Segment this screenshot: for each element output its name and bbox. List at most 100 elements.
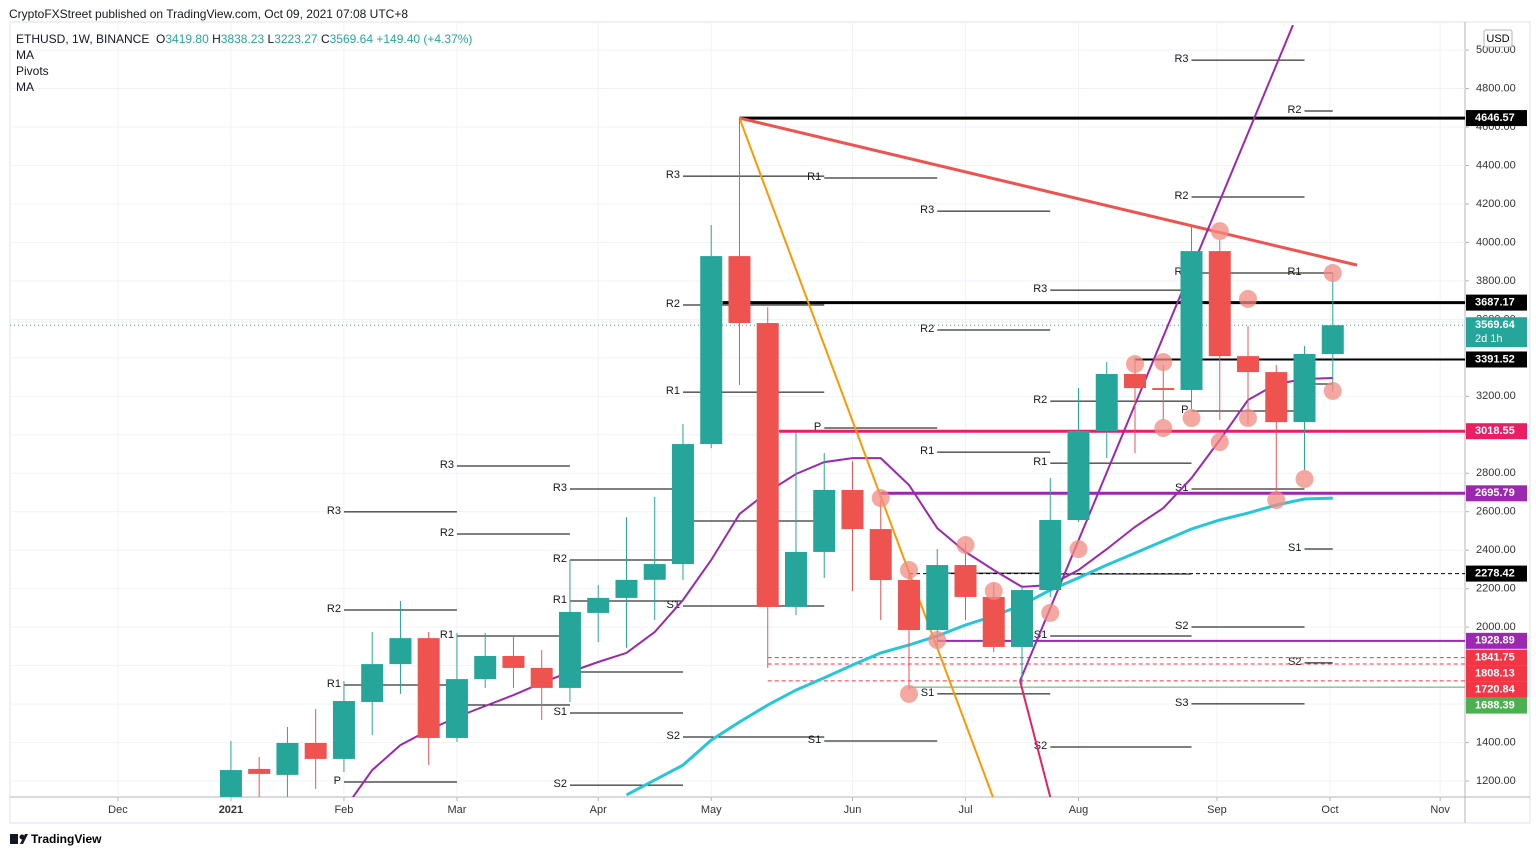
candle-body <box>1293 354 1316 423</box>
candle-body <box>276 742 299 775</box>
touch-marker <box>1295 470 1314 489</box>
pivot-label: R1 <box>553 594 567 606</box>
price-tag-label: 1841.75 <box>1475 651 1515 663</box>
y-tick-label: 4800.00 <box>1476 82 1516 94</box>
touch-marker <box>1239 289 1258 308</box>
candle-body <box>700 256 723 445</box>
touch-marker <box>928 631 947 650</box>
ohlc-key: O <box>156 32 166 46</box>
candle-body <box>389 638 412 665</box>
plot: PR1R2R3PR1R2R3S2S1PR1R2R3S2S1PR1R2R3S1PR… <box>10 24 1465 797</box>
touch-marker <box>1323 264 1342 283</box>
pivot-label: R2 <box>1033 394 1047 406</box>
pivot-label: P <box>814 421 821 433</box>
x-tick-label: Oct <box>1321 804 1338 816</box>
price-tag <box>1466 681 1527 698</box>
price-tag-label: 3687.17 <box>1475 297 1515 309</box>
pivot-label: R3 <box>327 505 341 517</box>
currency: USD <box>1486 33 1509 45</box>
candle-body <box>474 656 497 680</box>
pivot-label: R1 <box>666 385 680 397</box>
currency-box <box>1483 29 1513 48</box>
y-tick-label: 3800.00 <box>1476 275 1516 287</box>
pivot-label: R2 <box>666 298 680 310</box>
price-tag-label: 1928.89 <box>1475 635 1515 647</box>
y-tick-label: 1400.00 <box>1476 736 1516 748</box>
x-tick-label: Apr <box>590 804 607 816</box>
ohlc-value: 3569.64 <box>329 32 373 46</box>
price-tag-label: 2695.79 <box>1475 487 1515 499</box>
price-tag <box>1466 317 1527 348</box>
x-tick-label: Feb <box>334 804 353 816</box>
legend-entry: MA <box>16 80 34 94</box>
pivot-label: R2 <box>1174 190 1188 202</box>
axes: 1200.001400.001600.001800.002000.002200.… <box>108 44 1527 816</box>
pivot-label: R2 <box>440 527 454 539</box>
legend-entry: Pivots <box>16 64 49 78</box>
candle-body <box>304 742 327 759</box>
x-tick-label: Aug <box>1069 804 1089 816</box>
price-tag <box>1466 294 1527 311</box>
pivot-label: R1 <box>327 678 341 690</box>
price-tag <box>1466 485 1527 502</box>
candle-body <box>841 490 864 530</box>
price-tag <box>1466 697 1527 714</box>
candle-body <box>1321 325 1344 355</box>
x-tick-label: May <box>701 804 722 816</box>
price-tag-label: 3569.64 <box>1475 319 1516 331</box>
touch-marker <box>1267 491 1286 510</box>
ohlc-key: H <box>212 32 221 46</box>
ohlc-value: 3223.27 <box>274 32 318 46</box>
pivot-label: R2 <box>1287 104 1301 116</box>
pivot-label: S2 <box>667 730 680 742</box>
y-tick-label: 4400.00 <box>1476 159 1516 171</box>
ma-line <box>625 496 1333 797</box>
logo <box>10 834 28 844</box>
y-tick-label: 1200.00 <box>1476 775 1516 787</box>
price-tag-label: 1808.13 <box>1475 667 1515 679</box>
trendline <box>738 117 994 797</box>
candle-body <box>954 565 977 597</box>
candle-body <box>1124 374 1147 389</box>
touch-marker <box>1323 381 1342 400</box>
candle-body <box>982 596 1005 647</box>
y-tick-label: 2400.00 <box>1476 544 1516 556</box>
candle-body <box>445 679 468 738</box>
candle-body <box>615 579 638 598</box>
touch-marker <box>899 561 918 580</box>
x-tick-label: Sep <box>1207 804 1227 816</box>
grid <box>10 22 1465 797</box>
frame <box>9 21 1531 824</box>
candle-body <box>1237 356 1260 373</box>
price-tag <box>1466 649 1527 666</box>
legend-entry: MA <box>16 48 34 62</box>
y-tick-label: 4200.00 <box>1476 198 1516 210</box>
pivot-label: S1 <box>553 706 566 718</box>
touch-marker <box>1069 540 1088 559</box>
ohlc-key: C <box>320 32 330 46</box>
candle-body <box>784 551 807 607</box>
candle-body <box>1011 590 1034 647</box>
ohlc-value: 3419.80 <box>165 32 209 46</box>
x-tick-label: Jun <box>844 804 862 816</box>
pivot-label: S1 <box>921 687 934 699</box>
pivot-label: R2 <box>920 323 934 335</box>
touch-marker <box>984 581 1003 600</box>
touch-marker <box>899 684 918 703</box>
pivot-label: R3 <box>1033 283 1047 295</box>
candle-body <box>558 611 581 688</box>
touch-marker <box>1182 409 1201 428</box>
y-tick-label: 2200.00 <box>1476 583 1516 595</box>
x-tick-label: Jul <box>958 804 972 816</box>
brand: TradingView <box>31 832 102 846</box>
touch-marker <box>1210 433 1229 452</box>
y-tick-label: 2000.00 <box>1476 621 1516 633</box>
candle-body <box>1265 372 1288 423</box>
y-tick-label: 2800.00 <box>1476 467 1516 479</box>
candle-body <box>756 323 779 607</box>
candle-body <box>671 444 694 565</box>
change: +149.40 (+4.37%) <box>376 32 473 46</box>
candle-body <box>1067 430 1090 521</box>
candle-body <box>219 770 242 797</box>
